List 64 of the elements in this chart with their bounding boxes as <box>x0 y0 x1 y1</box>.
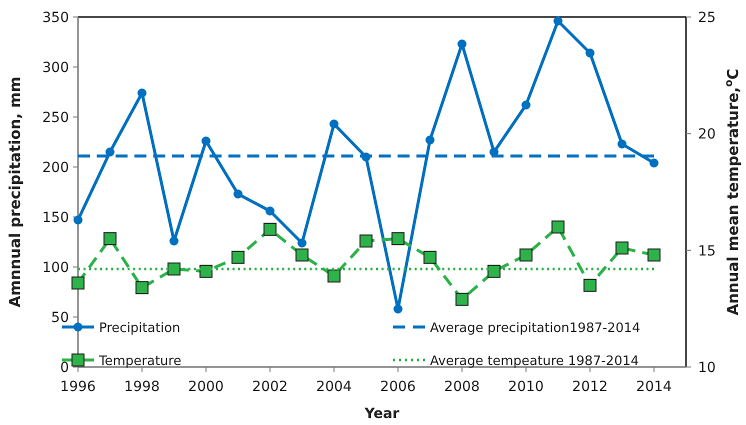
point <box>426 136 434 144</box>
y-tick-label: 200 <box>42 160 69 176</box>
legend-label: Precipitation <box>99 321 180 336</box>
x-tick-label: 2000 <box>188 379 224 395</box>
y2-tick-label: 15 <box>698 243 716 260</box>
point <box>168 262 180 276</box>
point <box>136 281 148 294</box>
point <box>648 248 660 262</box>
point <box>586 48 594 58</box>
point <box>266 206 274 216</box>
legend-label: Temperature <box>98 354 182 369</box>
x-tick-label: 2004 <box>316 379 352 395</box>
y2-tick-label: 25 <box>698 10 716 26</box>
point <box>232 250 244 264</box>
point <box>616 242 628 254</box>
y-tick-label: 300 <box>42 60 69 76</box>
point <box>264 222 276 236</box>
y-tick-label: 100 <box>42 260 69 276</box>
x-tick-label: 2012 <box>572 379 608 395</box>
point <box>554 16 562 26</box>
point <box>394 304 402 314</box>
x-tick-label: 1998 <box>124 379 160 395</box>
x-tick-label: 2010 <box>508 379 544 395</box>
x-tick-label: 2014 <box>636 379 672 395</box>
x-tick-label: 2008 <box>444 379 480 395</box>
point <box>424 250 436 264</box>
legend-label: Average precipitation1987-2014 <box>430 321 640 336</box>
y2-tick-label: 10 <box>698 360 716 376</box>
y-tick-label: 250 <box>42 110 69 126</box>
point <box>520 248 532 262</box>
point <box>200 264 212 278</box>
point <box>330 120 338 128</box>
point <box>170 236 178 246</box>
x-axis-title: Year <box>364 406 400 422</box>
point <box>456 292 468 306</box>
point <box>488 264 500 278</box>
point <box>360 234 372 248</box>
y-tick-label: 50 <box>51 310 69 326</box>
point <box>618 140 626 148</box>
x-tick-label: 2002 <box>252 379 288 395</box>
point <box>298 238 306 248</box>
point <box>522 100 530 110</box>
point <box>234 190 242 198</box>
point <box>138 88 146 98</box>
y2-tick-label: 20 <box>698 126 716 143</box>
y-tick-label: 150 <box>42 210 69 226</box>
legend-label: Average tempeature 1987-2014 <box>430 354 639 369</box>
point <box>104 232 116 246</box>
point <box>584 278 596 292</box>
point <box>74 216 82 224</box>
point <box>552 220 564 234</box>
point <box>650 158 658 168</box>
point <box>458 40 466 48</box>
y-axis-title: Amnnual precipitation, mm <box>6 76 24 308</box>
point <box>392 232 404 246</box>
point <box>202 136 210 146</box>
x-tick-label: 2006 <box>380 379 416 395</box>
point <box>106 148 114 156</box>
y-tick-label: 350 <box>42 10 69 26</box>
point <box>328 270 340 282</box>
point <box>72 276 84 290</box>
y-tick-label: 0 <box>60 360 69 376</box>
point <box>296 248 308 262</box>
x-tick-label: 1996 <box>60 379 96 395</box>
